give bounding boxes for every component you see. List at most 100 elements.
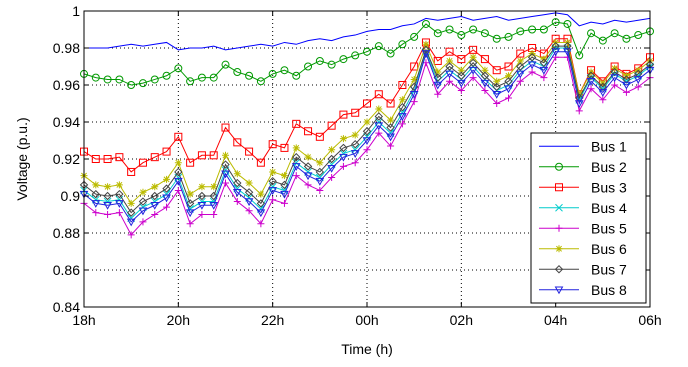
data-point (446, 57, 454, 65)
data-point (527, 53, 537, 62)
data-point (174, 167, 183, 177)
data-point (315, 177, 325, 186)
data-point (398, 81, 407, 89)
data-point (339, 55, 348, 64)
data-point (516, 57, 524, 65)
legend-entry: Bus 2 (539, 159, 627, 175)
data-point (610, 74, 619, 83)
legend-entry: Bus 1 (539, 138, 627, 154)
data-point (421, 19, 430, 28)
data-point (139, 188, 147, 196)
series-line (83, 21, 651, 86)
y-tick-label: 0.88 (53, 225, 80, 241)
data-point (374, 122, 384, 131)
data-point (269, 196, 277, 204)
data-point (315, 167, 325, 177)
data-point (350, 150, 360, 158)
data-point (115, 181, 123, 189)
data-point (104, 211, 112, 218)
legend-entry: Bus 6 (539, 241, 627, 257)
data-point (363, 47, 371, 56)
data-point (221, 123, 230, 132)
data-point (115, 75, 124, 84)
legend-entry: Bus 7 (539, 261, 627, 277)
data-point (233, 138, 242, 147)
data-point (409, 90, 419, 99)
data-point (174, 186, 182, 194)
legend-entry: Bus 8 (539, 282, 627, 298)
data-point (197, 73, 206, 82)
data-point (127, 199, 135, 207)
data-point (554, 286, 564, 295)
y-tick-label: 0.94 (53, 114, 80, 130)
legend-label: Bus 8 (591, 282, 627, 298)
data-point (304, 62, 313, 71)
data-point (245, 147, 254, 156)
data-point (634, 69, 643, 79)
data-point (599, 96, 607, 104)
data-point (233, 170, 241, 178)
data-point (374, 112, 383, 121)
data-point (162, 147, 171, 156)
legend-label: Bus 2 (591, 159, 627, 175)
data-point (410, 32, 419, 41)
y-tick-label: 0.9 (61, 188, 81, 204)
data-point (539, 25, 548, 34)
data-point (456, 79, 466, 88)
data-point (91, 73, 100, 82)
data-point (186, 220, 194, 228)
data-point (292, 71, 301, 80)
data-point (516, 62, 525, 71)
data-point (244, 198, 254, 207)
data-point (327, 121, 336, 130)
data-point (104, 183, 112, 191)
data-point (91, 200, 101, 208)
data-point (245, 207, 253, 215)
legend: Bus 1 Bus 2 Bus 3 Bus 4 Bus 5 Bus 6 Bus 7 Bus 8 (530, 132, 647, 304)
data-point (492, 82, 501, 92)
data-point (173, 177, 183, 186)
data-point (268, 176, 277, 186)
data-point (151, 183, 159, 191)
legend-label: Bus 5 (591, 220, 627, 236)
data-point (233, 68, 242, 77)
data-point (386, 123, 395, 132)
series-line (83, 45, 651, 214)
x-tick-label: 00h (355, 312, 378, 328)
data-point (622, 34, 631, 43)
data-point (222, 179, 229, 187)
data-point (387, 142, 395, 150)
data-point (375, 129, 383, 137)
data-point (327, 154, 336, 164)
data-point (610, 67, 619, 77)
data-point (327, 60, 336, 69)
data-point (398, 96, 406, 104)
data-point (504, 32, 513, 41)
data-point (634, 83, 642, 91)
data-point (256, 209, 266, 218)
data-point (555, 183, 563, 192)
data-point (339, 153, 348, 162)
y-axis-label: Voltage (p.u.) (14, 117, 30, 200)
data-point (610, 29, 619, 38)
data-point (539, 58, 549, 68)
data-point (554, 265, 564, 274)
data-point (328, 146, 336, 154)
data-point (163, 203, 171, 211)
data-point (551, 41, 560, 51)
data-point (233, 178, 242, 188)
data-point (103, 155, 112, 163)
data-point (150, 191, 159, 201)
data-point (469, 53, 477, 61)
data-point (256, 158, 265, 167)
data-point (210, 183, 218, 191)
data-point (186, 77, 195, 86)
data-point (468, 58, 478, 68)
data-point (174, 64, 183, 73)
data-point (540, 74, 548, 82)
data-point (527, 61, 537, 70)
data-point (480, 55, 489, 64)
series-2 (80, 18, 654, 89)
data-point (421, 50, 431, 59)
